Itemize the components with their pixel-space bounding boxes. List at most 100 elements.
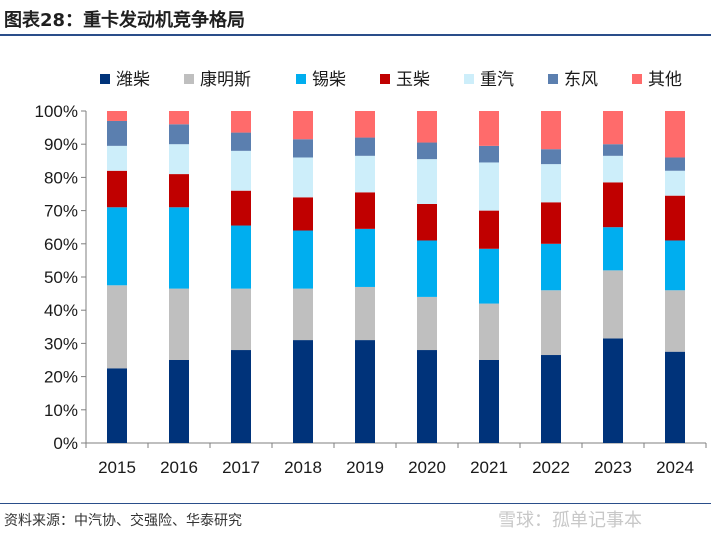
y-tick-label: 10% [44,401,78,420]
bar-segment [479,210,499,249]
bar-segment [293,139,313,158]
bar-segment [541,355,561,443]
bar-segment [355,155,375,193]
y-tick-label: 40% [44,301,78,320]
legend-swatch [184,74,194,84]
bar-segment [417,111,437,143]
figure-title-text: 重卡发动机竞争格局 [83,10,246,31]
bar-segment [107,120,127,146]
legend-swatch [296,74,306,84]
legend-label: 潍柴 [116,70,150,90]
bar-segment [293,288,313,341]
bar-segment [231,225,251,289]
x-tick-label: 2015 [98,458,136,477]
y-tick-label: 0% [53,434,78,453]
bar-segment [107,145,127,171]
bar-segment [355,228,375,287]
bar-segment [665,111,685,158]
legend-swatch [464,74,474,84]
bar-segment [169,207,189,289]
figure-title: 图表28：重卡发动机竞争格局 [4,6,245,32]
bar-segment [541,202,561,244]
bar-segment [355,192,375,229]
y-tick-label: 50% [44,268,78,287]
bar-segment [169,124,189,145]
bar-segment [665,170,685,196]
bar-segment [107,285,127,369]
bar-segment [417,203,437,241]
bar-segment [355,340,375,443]
bar-segment [479,145,499,163]
watermark: 雪球：孤单记事本 [498,510,642,531]
footer-rule [0,503,711,504]
bar-segment [541,243,561,291]
bar-segment [107,368,127,443]
bar-segment [417,240,437,297]
bar-segment [603,270,623,339]
bar-segment [231,111,251,133]
x-tick-label: 2017 [222,458,260,477]
bar-segment [293,230,313,289]
bar-segment [231,150,251,191]
bar-segment [541,290,561,356]
bar-segment [169,288,189,360]
y-tick-label: 70% [44,202,78,221]
legend-label: 其他 [648,70,682,90]
bar-segment [603,227,623,271]
bar-segment [665,351,685,443]
bar-segment [231,350,251,443]
legend-swatch [100,74,110,84]
y-tick-label: 100% [35,102,78,121]
x-tick-label: 2023 [594,458,632,477]
x-tick-label: 2020 [408,458,446,477]
bar-segment [107,111,127,121]
legend-label: 东风 [564,70,598,90]
bar-segment [665,195,685,241]
bar-segment [107,170,127,208]
bar-segment [169,111,189,125]
bar-segment [231,132,251,151]
bar-segment [541,164,561,203]
bar-segment [479,111,499,146]
bar-segment [169,360,189,443]
y-tick-label: 20% [44,368,78,387]
bar-segment [417,296,437,351]
legend-label: 玉柴 [396,70,430,90]
x-tick-label: 2018 [284,458,322,477]
bar-segment [169,174,189,208]
x-tick-label: 2024 [656,458,694,477]
bar-segment [293,340,313,443]
bar-segment [541,111,561,150]
bar-segment [665,157,685,171]
bar-segment [417,350,437,443]
legend-label: 锡柴 [312,70,346,90]
legend-swatch [632,74,642,84]
y-tick-label: 30% [44,334,78,353]
bar-segment [665,290,685,352]
bar-segment [603,182,623,228]
bar-segment [231,190,251,226]
bar-segment [355,286,375,341]
source-note: 资料来源：中汽协、交强险、华泰研究 [4,513,242,529]
legend-label: 重汽 [480,70,514,90]
bar-segment [541,149,561,165]
y-tick-label: 60% [44,235,78,254]
x-tick-label: 2021 [470,458,508,477]
bar-segment [293,157,313,198]
y-tick-label: 80% [44,168,78,187]
x-tick-label: 2019 [346,458,384,477]
bar-segment [107,207,127,286]
legend-swatch [548,74,558,84]
bar-segment [417,142,437,160]
bar-segment [355,137,375,156]
bar-segment [479,360,499,443]
bar-segment [603,111,623,145]
figure-label: 图表28： [4,10,84,31]
legend-swatch [380,74,390,84]
legend-label: 康明斯 [200,70,251,90]
bar-segment [603,155,623,183]
x-tick-label: 2022 [532,458,570,477]
bar-segment [355,111,375,138]
bar-segment [603,144,623,156]
